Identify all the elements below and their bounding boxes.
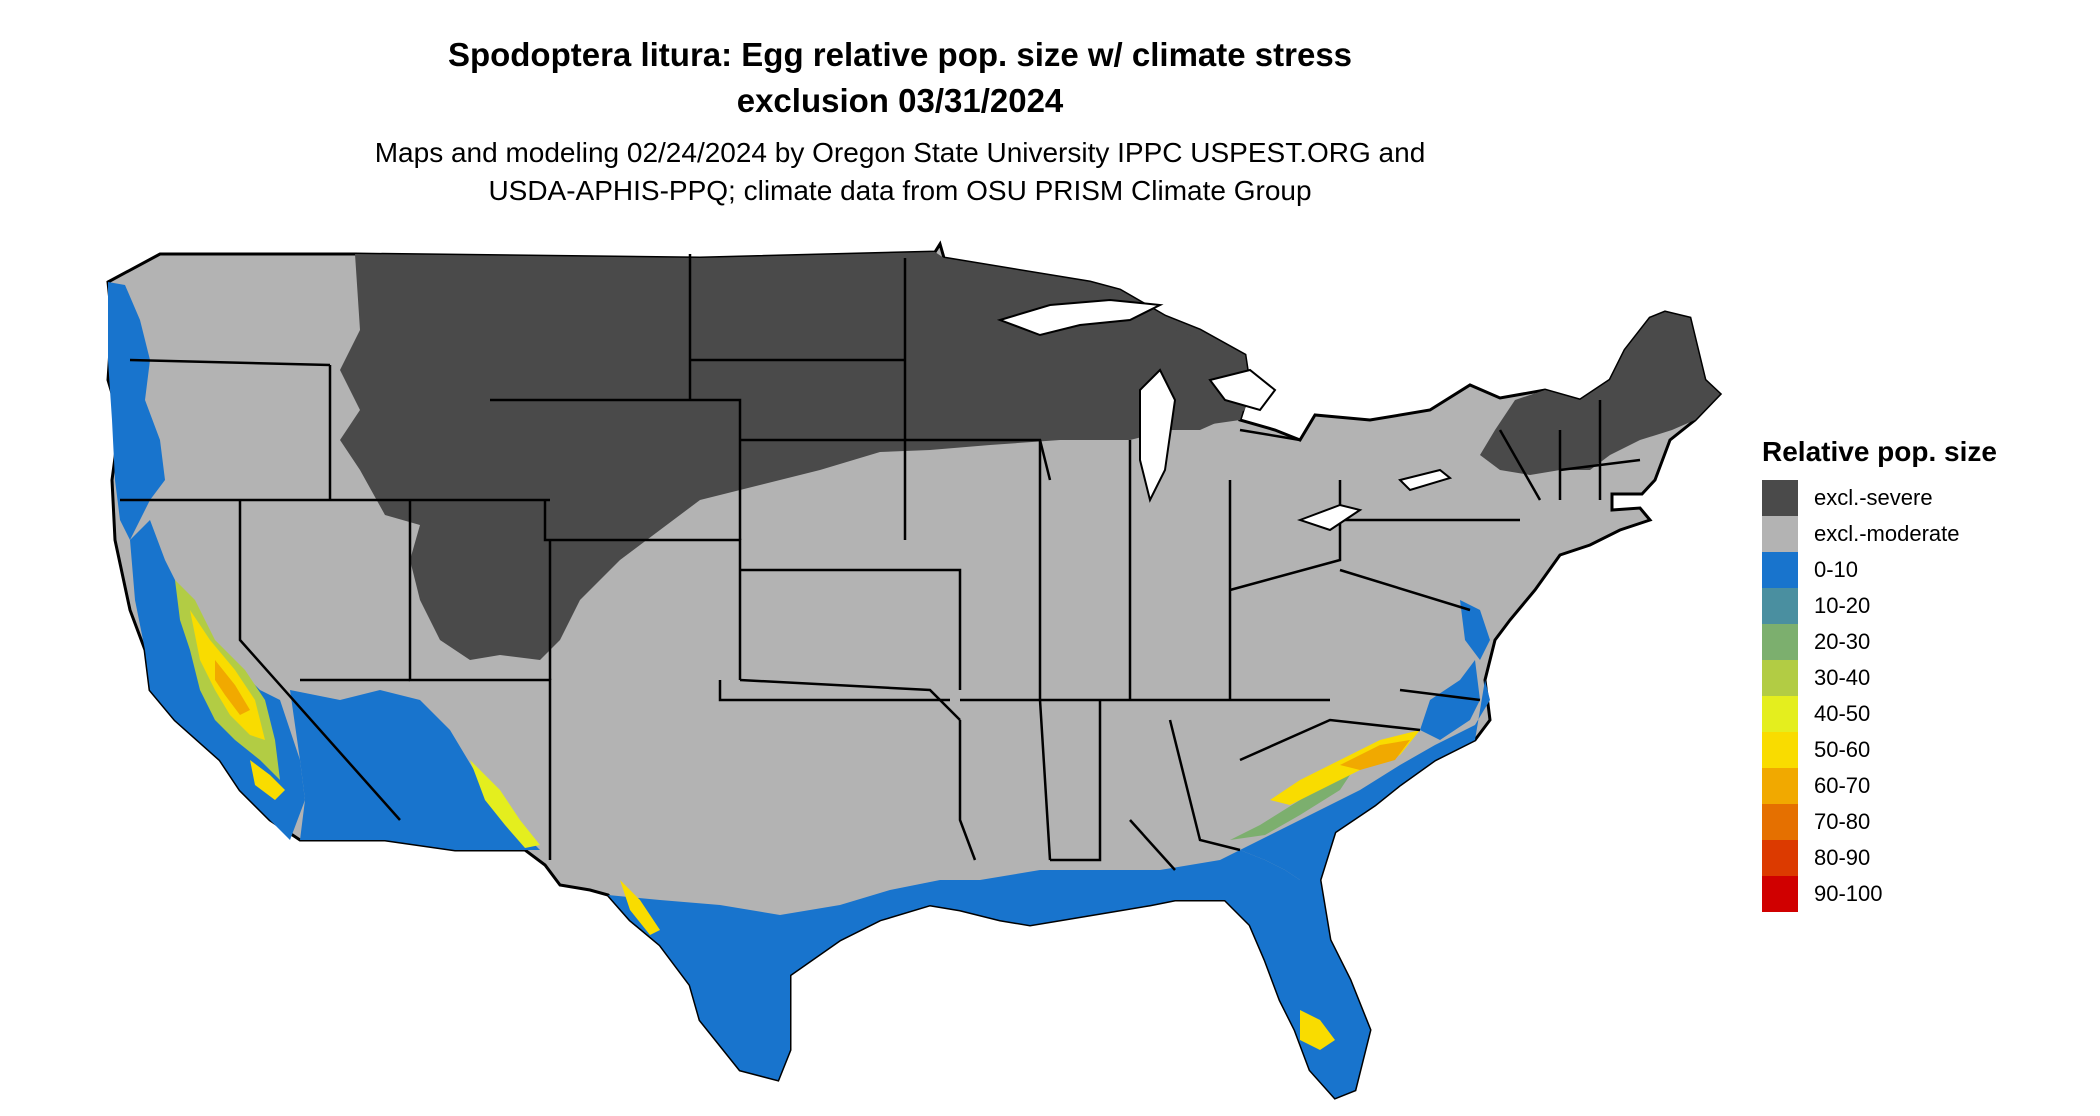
legend-title: Relative pop. size [1762,436,1997,467]
legend-label: 20-30 [1814,629,1871,654]
state-boundaries [120,254,1641,871]
legend-label: 10-20 [1814,593,1871,618]
us-pest-risk-map [106,240,1723,1100]
legend-label: 50-60 [1814,737,1871,762]
map-subtitle-line-2: USDA-APHIS-PPQ; climate data from OSU PR… [488,175,1312,206]
legend-item: excl.-moderate [1762,516,1997,552]
legend-label: 90-100 [1814,881,1883,906]
legend: Relative pop. size excl.-severe excl.-mod… [1762,434,1997,912]
legend-item: 20-30 [1762,624,1997,660]
legend-swatch [1762,804,1798,840]
legend-label: 0-10 [1814,557,1859,582]
legend-label: excl.-moderate [1814,521,1960,546]
legend-swatch [1762,624,1798,660]
map-title-line-2: exclusion 03/31/2024 [736,82,1064,119]
legend-item: 80-90 [1762,840,1997,876]
legend-label: 30-40 [1814,665,1871,690]
legend-label: excl.-severe [1814,485,1933,510]
atlantic-coast-zone [1230,600,1490,880]
excl-severe-regions [340,252,1720,660]
gulf-coast-zone [608,850,1370,1098]
legend-item: 50-60 [1762,732,1997,768]
legend-label: 60-70 [1814,773,1871,798]
legend-items: excl.-severe excl.-moderate 0-10 10-20 20-30… [1762,480,1997,912]
legend-label: 40-50 [1814,701,1871,726]
pacific-coast-zone [108,282,540,850]
legend-label: 80-90 [1814,845,1871,870]
legend-swatch [1762,768,1798,804]
legend-item: 0-10 [1762,552,1997,588]
great-lakes [996,298,1453,532]
legend-item: 40-50 [1762,696,1997,732]
legend-item: 60-70 [1762,768,1997,804]
map-subtitle-line-1: Maps and modeling 02/24/2024 by Oregon S… [374,137,1426,168]
legend-swatch [1762,516,1798,552]
legend-item: 70-80 [1762,804,1997,840]
legend-swatch [1762,876,1798,912]
legend-label: 70-80 [1814,809,1871,834]
legend-swatch [1762,732,1798,768]
legend-swatch [1762,660,1798,696]
legend-swatch [1762,588,1798,624]
legend-item: 30-40 [1762,660,1997,696]
legend-swatch [1762,552,1798,588]
legend-item: excl.-severe [1762,480,1997,516]
legend-swatch [1762,696,1798,732]
legend-swatch [1762,840,1798,876]
legend-item: 90-100 [1762,876,1997,912]
map-title-line-1: Spodoptera litura: Egg relative pop. siz… [447,36,1353,73]
legend-swatch [1762,480,1798,516]
legend-item: 10-20 [1762,588,1997,624]
